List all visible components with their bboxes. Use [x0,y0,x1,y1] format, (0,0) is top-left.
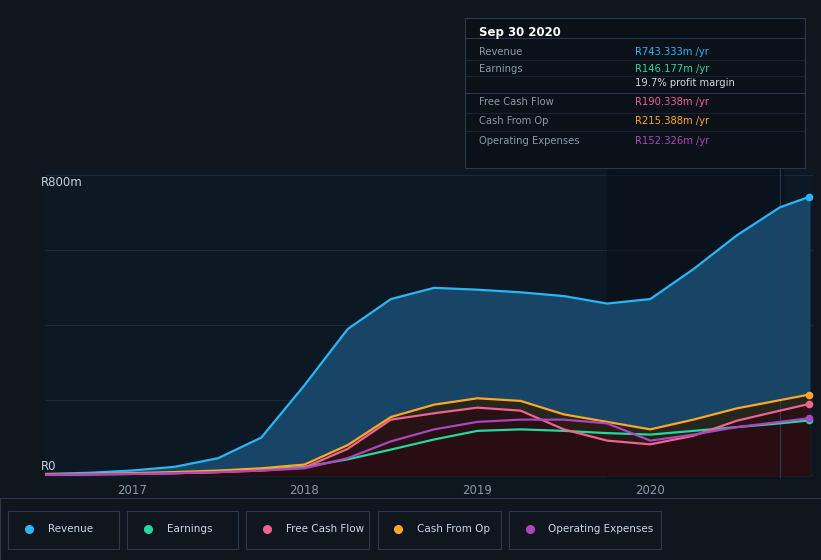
Text: R152.326m /yr: R152.326m /yr [635,136,709,146]
Text: Cash From Op: Cash From Op [479,116,548,126]
Text: Free Cash Flow: Free Cash Flow [479,97,553,107]
Text: 19.7% profit margin: 19.7% profit margin [635,78,735,88]
Text: Free Cash Flow: Free Cash Flow [286,524,364,534]
Text: R800m: R800m [41,176,83,189]
Text: Operating Expenses: Operating Expenses [548,524,654,534]
Text: Revenue: Revenue [48,524,93,534]
Text: Sep 30 2020: Sep 30 2020 [479,26,561,39]
Text: R190.338m /yr: R190.338m /yr [635,97,709,107]
Bar [607,168,783,479]
Text: Operating Expenses: Operating Expenses [479,136,579,146]
Text: Earnings: Earnings [167,524,212,534]
Text: R0: R0 [41,460,57,473]
Text: R215.388m /yr: R215.388m /yr [635,116,709,126]
Text: Revenue: Revenue [479,46,522,57]
Text: R146.177m /yr: R146.177m /yr [635,64,709,74]
Text: R743.333m /yr: R743.333m /yr [635,46,709,57]
Text: Cash From Op: Cash From Op [417,524,490,534]
Text: Earnings: Earnings [479,64,522,74]
